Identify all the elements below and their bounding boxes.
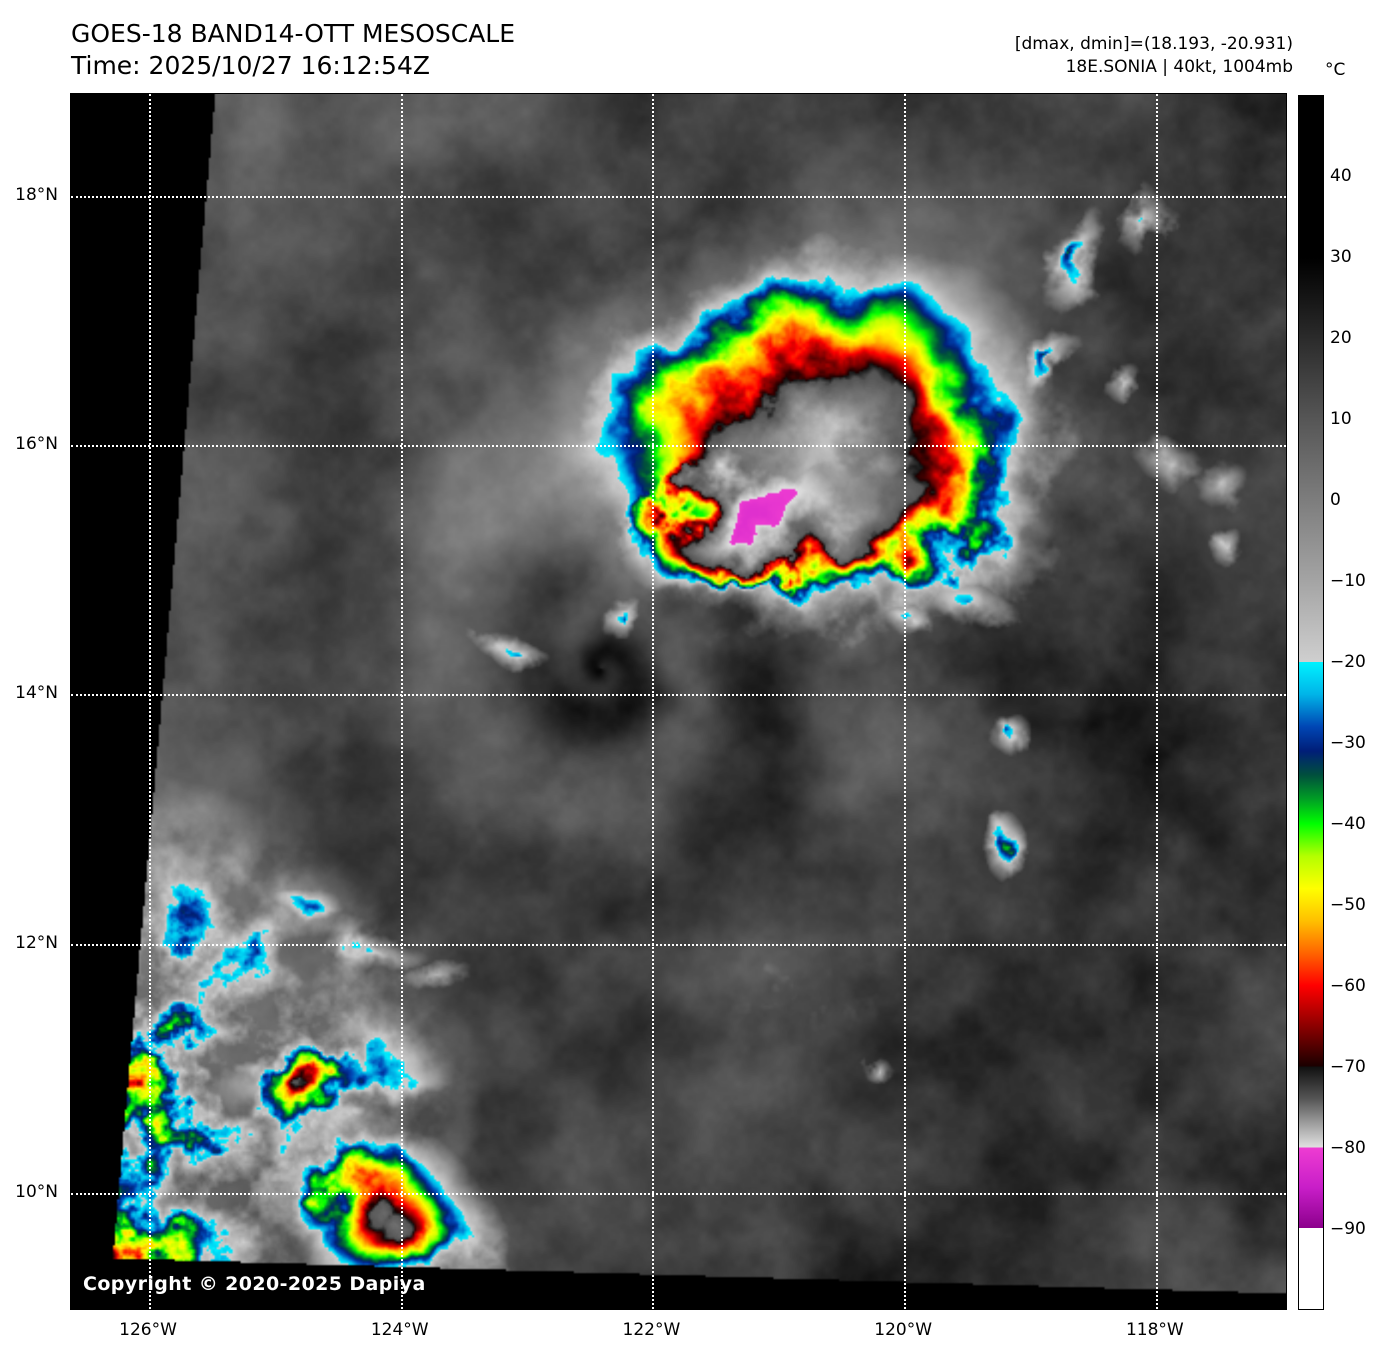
header-title-block: GOES-18 BAND14-OTT MESOSCALE Time: 2025/… [71,18,691,82]
gridline-lon [149,94,152,1309]
gridline-lat [71,445,1286,448]
colorbar-tick: 30 [1330,247,1352,267]
colorbar-tick: −60 [1330,976,1366,996]
timestamp-label: Time: 2025/10/27 16:12:54Z [71,51,430,80]
y-axis-tick: 14°N [15,683,58,704]
x-axis-tick: 118°W [1125,1320,1184,1340]
y-axis-tick: 18°N [15,185,58,206]
colorbar-tick: −80 [1330,1138,1366,1158]
gridline-lon [904,94,907,1309]
y-axis-tick: 16°N [15,434,58,455]
colorbar-tick-labels: 40 30 20 10 0 −10 −20 −30 −40 −50 −60 −70 −80 −90 [1330,95,1390,1310]
gridline-lon [400,94,403,1309]
copyright-label: Copyright © 2020-2025 Dapiya [83,1273,426,1295]
x-axis-tick: 126°W [119,1320,177,1340]
page-title: GOES-18 BAND14-OTT MESOSCALE [71,19,516,48]
x-axis-tick: 122°W [622,1320,681,1340]
gridline-lon [1155,94,1158,1309]
colorbar-tick: −50 [1330,895,1366,915]
colorbar-gradient [1298,95,1324,1310]
colorbar-tick: −40 [1330,814,1366,834]
colorbar-tick: 40 [1330,166,1352,186]
y-axis-tick: 10°N [15,1181,58,1202]
gridline-lat [71,694,1286,697]
x-axis-tick: 124°W [370,1320,429,1340]
colorbar-tick: −20 [1330,652,1366,672]
colorbar-tick: −10 [1330,571,1366,591]
colorbar-unit-label: °C [1325,60,1346,80]
colorbar-tick: 0 [1330,490,1341,510]
satellite-image-plot[interactable]: Copyright © 2020-2025 Dapiya [70,93,1287,1310]
colorbar-tick: −30 [1330,733,1366,753]
header-metadata-block: [dmax, dmin]=(18.193, -20.931) 18E.SONIA… [1015,33,1293,80]
colorbar-tick: −70 [1330,1057,1366,1077]
x-axis-tick: 120°W [874,1320,933,1340]
dminmax-label: [dmax, dmin]=(18.193, -20.931) [1014,34,1293,54]
gridline-lon [652,94,655,1309]
gridline-lat [71,943,1286,946]
colorbar-tick: 10 [1330,409,1352,429]
satellite-imagery-canvas [71,94,1286,1309]
colorbar-tick: 20 [1330,328,1352,348]
storm-info-label: 18E.SONIA | 40kt, 1004mb [1065,57,1293,78]
gridline-lat [71,196,1286,199]
y-axis-tick: 12°N [15,932,58,953]
colorbar-tick: −90 [1330,1219,1366,1239]
gridline-lat [71,1192,1286,1195]
colorbar [1298,95,1324,1310]
